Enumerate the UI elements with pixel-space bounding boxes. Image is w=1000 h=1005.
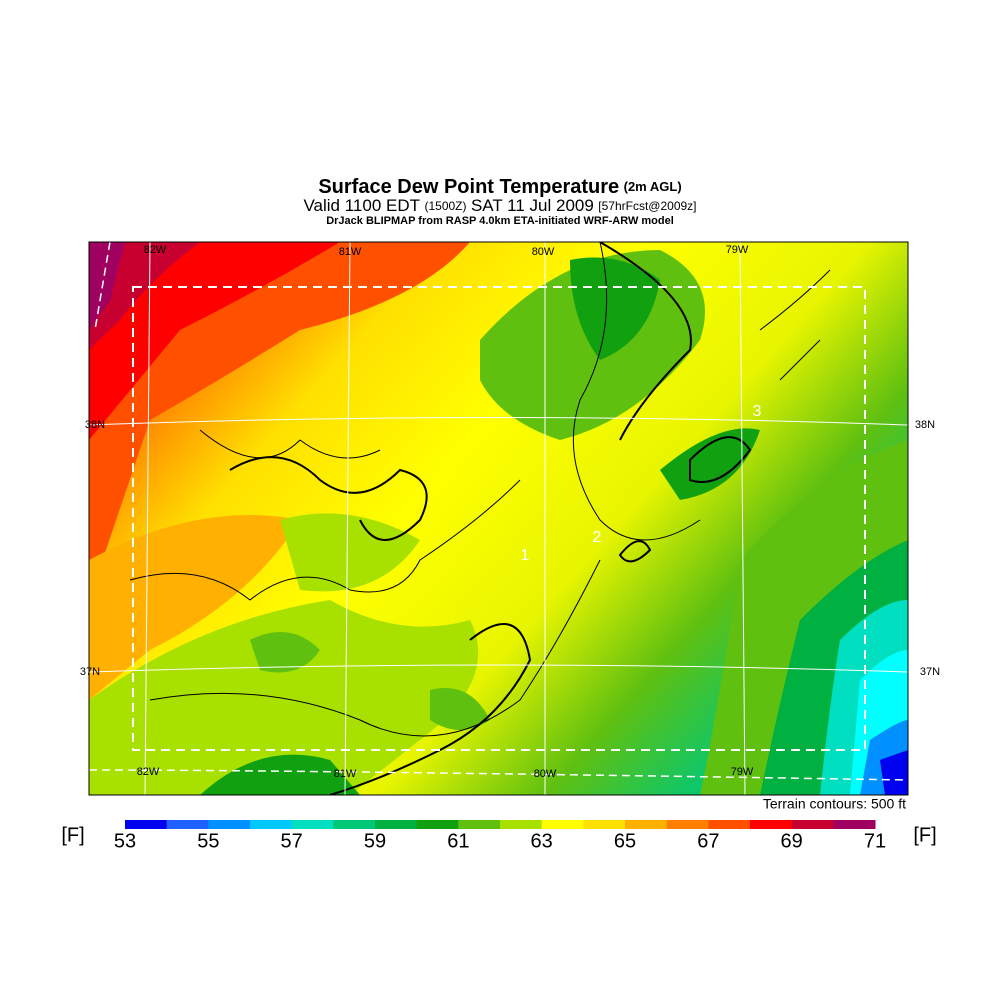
color-swatch <box>541 820 584 829</box>
lon-label: 80W <box>532 246 555 258</box>
map-frame <box>88 241 909 796</box>
color-swatch <box>458 820 501 829</box>
color-swatch <box>166 820 209 829</box>
forecast: [57hrFcst@2009z] <box>598 199 696 213</box>
color-swatch <box>666 820 709 829</box>
colorbar-label: 67 <box>697 830 719 852</box>
map-labels: 82W 81W 80W 79W 82W 81W 80W 79W 38N 37N … <box>80 244 940 780</box>
colorbar-label: 63 <box>531 830 553 852</box>
terrain-note: Terrain contours: 500 ft <box>763 796 906 812</box>
colorbar-label: 57 <box>281 830 303 852</box>
valid-line: Valid 1100 EDT (1500Z) SAT 11 Jul 2009 [… <box>303 196 696 215</box>
color-swatch <box>375 820 418 829</box>
title-note: (2m AGL) <box>624 179 682 194</box>
colorbar-label: 55 <box>197 830 219 852</box>
valid: Valid 1100 EDT <box>303 196 420 215</box>
lon-label: 81W <box>334 768 357 780</box>
color-swatch <box>583 820 626 829</box>
color-swatch <box>250 820 293 829</box>
title: Surface Dew Point Temperature (2m AGL) <box>318 176 681 198</box>
colorbar-label: 61 <box>447 830 469 852</box>
date: SAT 11 Jul 2009 <box>471 196 594 215</box>
lon-label: 82W <box>144 244 167 256</box>
color-swatch <box>500 820 543 829</box>
colorbar-label: 71 <box>864 830 886 852</box>
map-field <box>89 242 908 795</box>
contour-label: 3 <box>753 403 762 420</box>
color-swatch <box>708 820 751 829</box>
colorbar-label: 59 <box>364 830 386 852</box>
title-main: Surface Dew Point Temperature <box>318 176 619 198</box>
color-swatch <box>333 820 376 829</box>
color-swatch <box>791 820 834 829</box>
credit: DrJack BLIPMAP from RASP 4.0km ETA-initi… <box>326 215 674 227</box>
colorbar-label: 65 <box>614 830 636 852</box>
colorbar: [F] [F] 53 55 57 59 61 63 65 67 69 71 <box>61 820 937 852</box>
lat-label: 37N <box>80 666 100 678</box>
valid-utc: (1500Z) <box>424 199 466 213</box>
color-swatch <box>416 820 459 829</box>
color-swatch <box>833 820 876 829</box>
lon-label: 79W <box>731 766 754 778</box>
lon-label: 80W <box>534 768 557 780</box>
lat-label: 38N <box>85 419 105 431</box>
lon-label: 81W <box>339 246 362 258</box>
lon-label: 79W <box>726 244 749 256</box>
color-swatch <box>750 820 793 829</box>
color-swatch <box>125 820 168 829</box>
contour-label: 1 <box>521 547 530 564</box>
contour-label: 2 <box>593 529 602 546</box>
unit-label: [F] <box>913 824 936 846</box>
lat-label: 38N <box>915 419 935 431</box>
unit-label: [F] <box>61 824 84 846</box>
lat-label: 37N <box>920 666 940 678</box>
lon-label: 82W <box>137 766 160 778</box>
colorbar-label: 69 <box>781 830 803 852</box>
colorbar-label: 53 <box>114 830 136 852</box>
color-swatch <box>625 820 668 829</box>
color-swatch <box>291 820 334 829</box>
color-swatch <box>208 820 251 829</box>
